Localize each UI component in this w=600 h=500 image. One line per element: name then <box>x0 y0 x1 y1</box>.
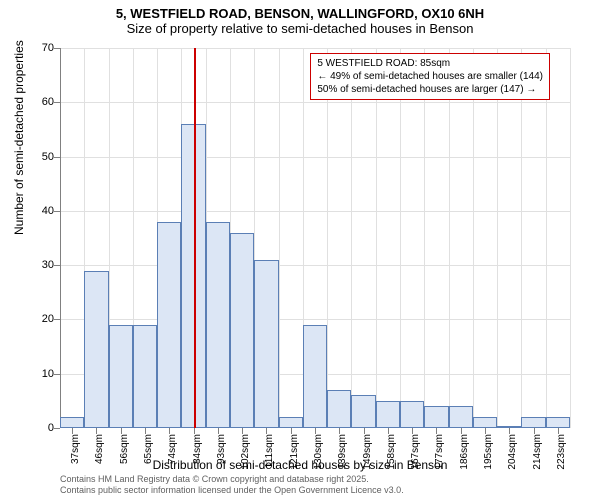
y-tick-label: 70 <box>42 42 60 54</box>
histogram-bar <box>157 222 181 428</box>
histogram-bar <box>254 260 278 428</box>
histogram-bar <box>424 406 448 428</box>
grid-v <box>546 48 547 428</box>
grid-h <box>60 48 570 49</box>
title-block: 5, WESTFIELD ROAD, BENSON, WALLINGFORD, … <box>0 0 600 36</box>
histogram-bar <box>449 406 473 428</box>
grid-v <box>376 48 377 428</box>
y-axis-label: Number of semi-detached properties <box>12 40 26 235</box>
footer-line1: Contains HM Land Registry data © Crown c… <box>60 474 404 485</box>
grid-h <box>60 157 570 158</box>
marker-line <box>194 48 196 428</box>
footer-note: Contains HM Land Registry data © Crown c… <box>60 474 404 496</box>
histogram-bar <box>133 325 157 428</box>
grid-v <box>570 48 571 428</box>
histogram-bar <box>497 426 521 428</box>
histogram-bar <box>521 417 545 428</box>
histogram-bar <box>327 390 351 428</box>
chart-title: 5, WESTFIELD ROAD, BENSON, WALLINGFORD, … <box>0 6 600 21</box>
grid-v <box>449 48 450 428</box>
histogram-bar <box>303 325 327 428</box>
y-tick-label: 10 <box>42 368 60 380</box>
x-axis-label: Distribution of semi-detached houses by … <box>0 458 600 472</box>
chart-container: 5, WESTFIELD ROAD, BENSON, WALLINGFORD, … <box>0 0 600 500</box>
annotation-box: 5 WESTFIELD ROAD: 85sqm ← 49% of semi-de… <box>310 53 550 100</box>
y-tick-label: 50 <box>42 151 60 163</box>
footer-line2: Contains public sector information licen… <box>60 485 404 496</box>
histogram-bar <box>109 325 133 428</box>
grid-v <box>351 48 352 428</box>
histogram-bar <box>546 417 570 428</box>
y-tick-label: 60 <box>42 96 60 108</box>
grid-v <box>521 48 522 428</box>
grid-v <box>400 48 401 428</box>
grid-v <box>473 48 474 428</box>
histogram-bar <box>400 401 424 428</box>
histogram-bar <box>473 417 497 428</box>
grid-v <box>327 48 328 428</box>
histogram-bar <box>84 271 108 428</box>
grid-v <box>497 48 498 428</box>
histogram-bar <box>351 395 375 428</box>
grid-h <box>60 211 570 212</box>
grid-h <box>60 102 570 103</box>
histogram-bar <box>230 233 254 428</box>
grid-h <box>60 265 570 266</box>
histogram-bar <box>279 417 303 428</box>
y-tick-label: 0 <box>48 422 60 434</box>
y-axis <box>60 48 61 428</box>
grid-v <box>424 48 425 428</box>
histogram-bar <box>206 222 230 428</box>
grid-h <box>60 319 570 320</box>
histogram-bar <box>376 401 400 428</box>
annotation-line2: ← 49% of semi-detached houses are smalle… <box>317 70 543 83</box>
y-tick-label: 40 <box>42 205 60 217</box>
grid-v <box>279 48 280 428</box>
y-tick-label: 20 <box>42 313 60 325</box>
annotation-line1: 5 WESTFIELD ROAD: 85sqm <box>317 57 543 70</box>
histogram-bar <box>60 417 84 428</box>
chart-subtitle: Size of property relative to semi-detach… <box>0 21 600 36</box>
plot-area: 5 WESTFIELD ROAD: 85sqm ← 49% of semi-de… <box>60 48 570 428</box>
annotation-line3: 50% of semi-detached houses are larger (… <box>317 83 543 96</box>
y-tick-label: 30 <box>42 259 60 271</box>
